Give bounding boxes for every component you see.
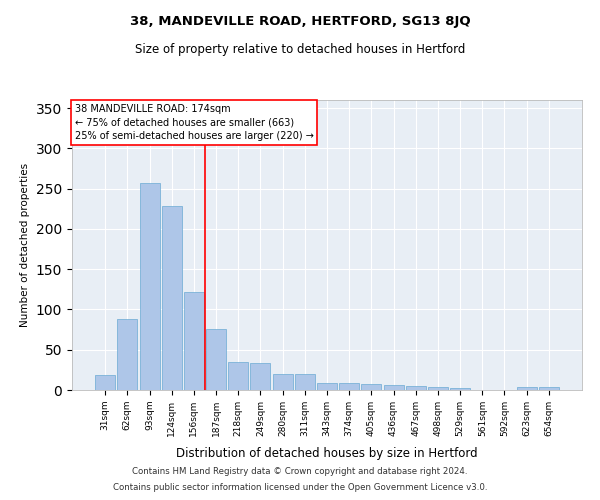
- Bar: [383, 385, 404, 390]
- Bar: [184, 292, 204, 390]
- Bar: [539, 387, 559, 390]
- Bar: [317, 383, 337, 390]
- Bar: [162, 206, 182, 390]
- Bar: [450, 388, 470, 390]
- Text: Size of property relative to detached houses in Hertford: Size of property relative to detached ho…: [135, 42, 465, 56]
- Y-axis label: Number of detached properties: Number of detached properties: [20, 163, 31, 327]
- Bar: [272, 374, 293, 390]
- Bar: [517, 387, 536, 390]
- Bar: [206, 329, 226, 390]
- Bar: [118, 319, 137, 390]
- Bar: [361, 384, 382, 390]
- Bar: [295, 374, 315, 390]
- Bar: [250, 362, 271, 390]
- Text: Contains public sector information licensed under the Open Government Licence v3: Contains public sector information licen…: [113, 484, 487, 492]
- Text: Contains HM Land Registry data © Crown copyright and database right 2024.: Contains HM Land Registry data © Crown c…: [132, 467, 468, 476]
- Bar: [140, 183, 160, 390]
- Text: Distribution of detached houses by size in Hertford: Distribution of detached houses by size …: [176, 448, 478, 460]
- Bar: [428, 387, 448, 390]
- Text: 38, MANDEVILLE ROAD, HERTFORD, SG13 8JQ: 38, MANDEVILLE ROAD, HERTFORD, SG13 8JQ: [130, 15, 470, 28]
- Bar: [406, 386, 426, 390]
- Bar: [228, 362, 248, 390]
- Text: 38 MANDEVILLE ROAD: 174sqm
← 75% of detached houses are smaller (663)
25% of sem: 38 MANDEVILLE ROAD: 174sqm ← 75% of deta…: [74, 104, 313, 141]
- Bar: [339, 383, 359, 390]
- Bar: [95, 374, 115, 390]
